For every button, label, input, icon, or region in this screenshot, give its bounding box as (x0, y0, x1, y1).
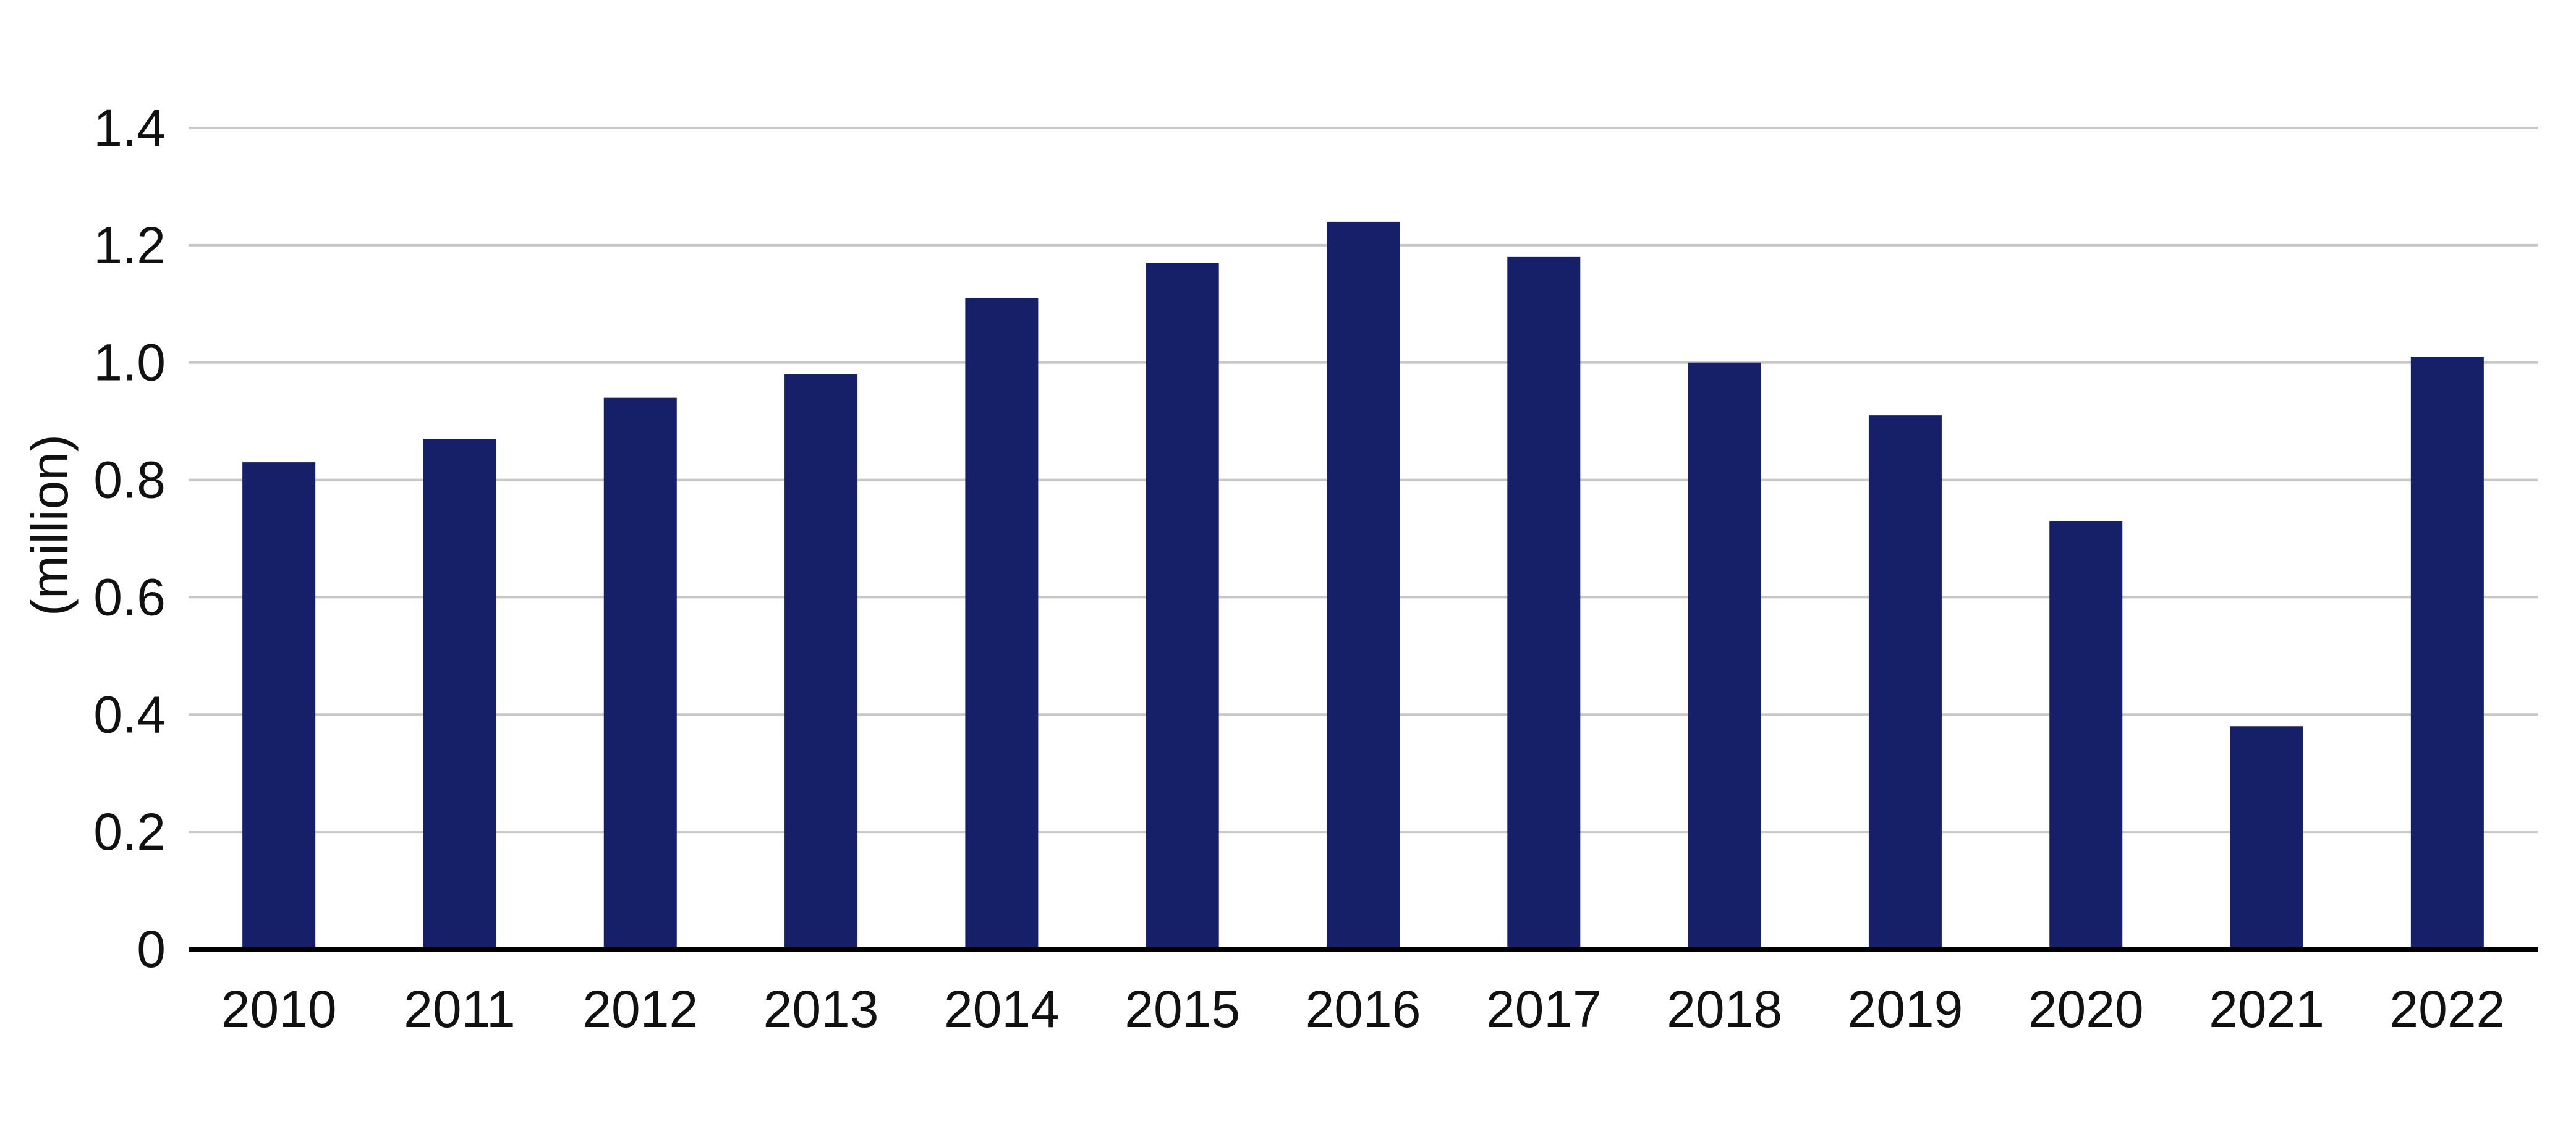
x-tick-label: 2014 (944, 980, 1060, 1038)
x-tick-label: 2016 (1306, 980, 1421, 1038)
y-tick-label: 0.8 (93, 451, 166, 509)
bar (2049, 521, 2123, 949)
x-tick-label: 2021 (2209, 980, 2324, 1038)
x-tick-label: 2012 (582, 980, 698, 1038)
bar (1688, 362, 1761, 949)
x-tick-labels: 2010 2011 2012 2013 2014 2015 2016 2017 2018 2019… (221, 980, 2506, 1038)
bar (2410, 357, 2484, 949)
y-axis-title: (million) (20, 434, 79, 616)
y-tick-label: 0.2 (93, 803, 166, 861)
bar (1507, 256, 1581, 949)
x-tick-label: 2015 (1124, 980, 1240, 1038)
bars (242, 221, 2484, 950)
bar (423, 439, 496, 949)
x-tick-label: 2022 (2389, 980, 2505, 1038)
y-tick-label: 1.4 (93, 99, 166, 157)
bar (1146, 263, 1219, 950)
bar (242, 462, 316, 949)
x-tick-label: 2013 (763, 980, 879, 1038)
y-tick-label: 1.2 (93, 216, 166, 274)
x-tick-label: 2017 (1486, 980, 1602, 1038)
y-tick-label: 0.6 (93, 568, 166, 626)
y-tick-labels: 0 0.2 0.4 0.6 0.8 1.0 1.2 1.4 (93, 99, 166, 978)
bar (1327, 221, 1400, 949)
y-tick-label: 1.0 (93, 334, 166, 392)
bar (784, 374, 858, 949)
x-tick-label: 2010 (221, 980, 337, 1038)
bar (603, 397, 677, 949)
y-tick-label: 0 (137, 920, 166, 978)
bar (2230, 726, 2303, 949)
bar (965, 298, 1039, 949)
x-tick-label: 2019 (1847, 980, 1963, 1038)
x-tick-label: 2018 (1667, 980, 1782, 1038)
x-tick-label: 2011 (404, 980, 516, 1038)
x-tick-label: 2020 (2028, 980, 2144, 1038)
y-tick-label: 0.4 (93, 685, 166, 743)
bar (1868, 415, 1942, 949)
